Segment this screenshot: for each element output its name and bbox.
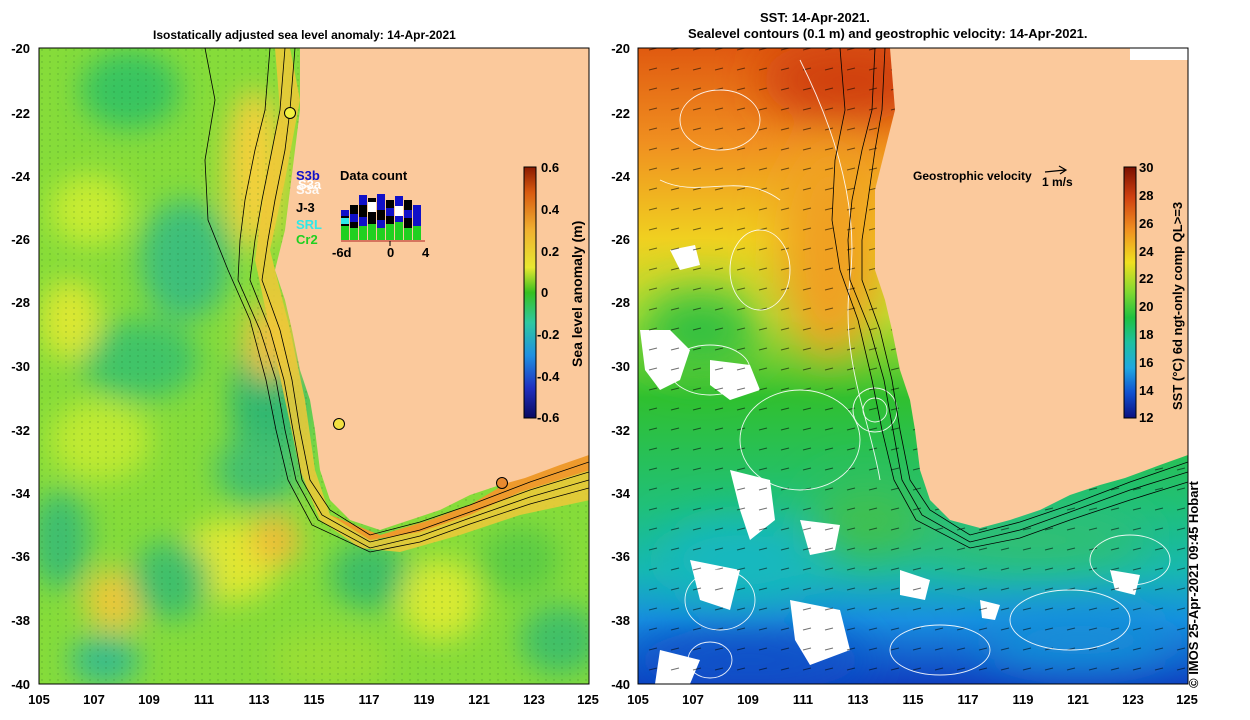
y-tick: -32 — [11, 423, 30, 438]
y-tick: -38 — [611, 613, 630, 628]
australia-land — [275, 48, 589, 530]
velocity-arrow-icon — [1044, 169, 1066, 173]
y-tick: -30 — [11, 359, 30, 374]
x-tick: 125 — [1176, 692, 1198, 707]
right-y-axis: -20 -22 -24 -26 -28 -30 -32 -34 -36 -38 … — [611, 41, 631, 692]
x-tick: 117 — [958, 692, 979, 707]
y-tick: -28 — [11, 295, 30, 310]
x-tick: 121 — [1067, 692, 1089, 707]
y-tick: -28 — [611, 295, 630, 310]
legend-j3: J-3 — [296, 200, 315, 215]
y-tick: -40 — [611, 677, 630, 692]
x-tick: 109 — [138, 692, 160, 707]
colorbar-tick: -0.6 — [537, 410, 559, 425]
legend-srl: SRL — [296, 217, 322, 232]
x-tick: 119 — [1013, 692, 1034, 707]
y-tick: -22 — [611, 106, 630, 121]
sea-level-contours — [659, 59, 1171, 679]
x-tick: 113 — [249, 692, 270, 707]
sst-field — [638, 48, 1188, 684]
right-panel-title-line2: Sealevel contours (0.1 m) and geostrophi… — [688, 26, 1088, 41]
data-count-bars — [341, 194, 425, 246]
y-tick: -20 — [11, 41, 30, 56]
colorbar-tick: 18 — [1139, 327, 1153, 342]
y-tick: -36 — [11, 549, 30, 564]
colorbar-tick: 0.2 — [541, 244, 559, 259]
colorbar-tick: 0 — [541, 285, 548, 300]
x-tick: 125 — [577, 692, 599, 707]
x-tick: 111 — [793, 692, 813, 707]
y-tick: -38 — [11, 613, 30, 628]
sst-colorbar: 30 28 26 24 22 20 18 16 14 12 SST (°C) 6… — [1123, 160, 1185, 425]
colorbar-tick: 30 — [1139, 160, 1153, 175]
x-tick: 109 — [737, 692, 759, 707]
data-count-axis-end: 4 — [422, 245, 430, 260]
colorbar-label: SST (°C) 6d ngt-only comp QL>=3 — [1170, 202, 1185, 410]
y-tick: -34 — [11, 486, 31, 501]
x-tick: 107 — [682, 692, 704, 707]
data-count-axis-zero: 0 — [387, 245, 394, 260]
colorbar-tick: 12 — [1139, 410, 1153, 425]
data-count-inset: Data count S3b S3a S3a J-3 SRL Cr2 -6d 0 — [296, 168, 430, 260]
x-tick: 115 — [304, 692, 325, 707]
legend-s3b: S3b — [296, 168, 320, 183]
colorbar-tick: 14 — [1139, 383, 1154, 398]
velocity-label: Geostrophic velocity — [913, 169, 1032, 183]
x-tick: 123 — [1122, 692, 1144, 707]
x-tick: 107 — [83, 692, 105, 707]
sla-colorbar: 0.6 0.4 0.2 0 -0.2 -0.4 -0.6 Sea level a… — [523, 160, 585, 425]
y-tick: -36 — [611, 549, 630, 564]
y-tick: -22 — [11, 106, 30, 121]
bathymetry-contours-sst — [831, 48, 1188, 549]
right-panel-title-line1: SST: 14-Apr-2021. — [760, 10, 870, 25]
legend-s3a: S3a — [296, 182, 320, 197]
y-tick: -26 — [11, 232, 30, 247]
left-y-axis: -20 -22 -24 -26 -28 -30 -32 -34 -36 -38 … — [11, 41, 31, 692]
data-count-axis-start: -6d — [332, 245, 352, 260]
y-tick: -30 — [611, 359, 630, 374]
australia-land-sst — [875, 48, 1188, 528]
data-count-title: Data count — [340, 168, 408, 183]
x-tick: 111 — [194, 692, 214, 707]
left-panel-title: Isostatically adjusted sea level anomaly… — [153, 28, 456, 42]
velocity-legend: Geostrophic velocity 1 m/s — [913, 165, 1073, 189]
x-tick: 117 — [359, 692, 380, 707]
colorbar-tick: 16 — [1139, 355, 1153, 370]
x-tick: 121 — [468, 692, 490, 707]
x-tick: 113 — [848, 692, 869, 707]
y-tick: -26 — [611, 232, 630, 247]
y-tick: -24 — [611, 169, 631, 184]
y-tick: -20 — [611, 41, 630, 56]
x-tick: 119 — [414, 692, 435, 707]
colorbar-tick: -0.2 — [537, 327, 559, 342]
velocity-scale: 1 m/s — [1042, 175, 1073, 189]
colorbar-tick: 20 — [1139, 299, 1153, 314]
legend-cr2: Cr2 — [296, 232, 318, 247]
y-tick: -34 — [611, 486, 631, 501]
colorbar-tick: 24 — [1139, 244, 1154, 259]
left-x-axis: 105 107 109 111 113 115 117 119 121 123 … — [28, 683, 599, 707]
y-tick: -24 — [11, 169, 31, 184]
colorbar-tick: 0.4 — [541, 202, 560, 217]
colorbar-tick: 22 — [1139, 271, 1153, 286]
right-x-axis: 105 107 109 111 113 115 117 119 121 123 … — [627, 683, 1198, 707]
sst-map: 105 107 109 111 113 115 117 119 121 123 … — [611, 41, 1198, 707]
x-tick: 105 — [627, 692, 649, 707]
x-tick: 123 — [523, 692, 545, 707]
colorbar-label: Sea level anomaly (m) — [569, 221, 585, 367]
y-tick: -32 — [611, 423, 630, 438]
x-tick: 115 — [903, 692, 924, 707]
y-tick: -40 — [11, 677, 30, 692]
colorbar-tick: 0.6 — [541, 160, 559, 175]
colorbar-tick: 26 — [1139, 216, 1153, 231]
sla-field — [39, 48, 589, 684]
colorbar-tick: -0.4 — [537, 369, 560, 384]
bathymetry-contours — [204, 48, 589, 553]
x-tick: 105 — [28, 692, 50, 707]
colorbar-tick: 28 — [1139, 188, 1153, 203]
credit-text: © IMOS 25-Apr-2021 09:45 Hobart — [1186, 481, 1201, 688]
sea-level-anomaly-map: 105 107 109 111 113 115 117 119 121 123 … — [11, 41, 599, 707]
legend-s3a-overlap: S3a — [298, 177, 322, 192]
